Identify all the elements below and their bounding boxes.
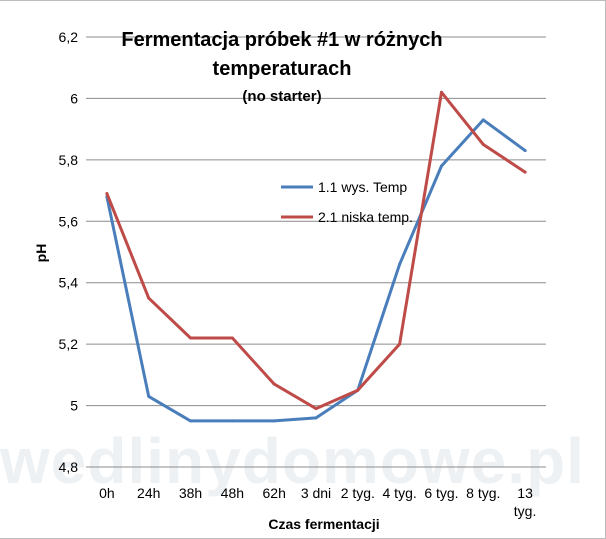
y-tick-label: 6,2 bbox=[59, 29, 79, 45]
data-point bbox=[230, 336, 234, 340]
x-tick-label: 6 tyg. bbox=[424, 485, 458, 501]
data-point bbox=[523, 170, 527, 174]
data-point bbox=[439, 90, 443, 94]
data-point bbox=[314, 416, 318, 420]
series-line-2 bbox=[105, 90, 527, 411]
x-tick-label: 38h bbox=[179, 485, 202, 501]
x-tick-label: 3 dni bbox=[301, 485, 331, 501]
x-tick-label: 2 tyg. bbox=[341, 485, 375, 501]
chart-subtitle: (no starter) bbox=[242, 88, 321, 105]
legend: 1.1 wys. Temp 2.1 niska temp. bbox=[281, 179, 413, 225]
x-tick-label: 62h bbox=[263, 485, 286, 501]
y-tick-label: 5,2 bbox=[59, 336, 79, 352]
x-tick-label: 4 tyg. bbox=[383, 485, 417, 501]
legend-label-series-1: 1.1 wys. Temp bbox=[318, 179, 407, 195]
series-line-1 bbox=[105, 118, 527, 423]
y-axis-label: pH bbox=[33, 244, 49, 263]
data-point bbox=[230, 419, 234, 423]
data-point bbox=[356, 388, 360, 392]
y-tick-labels: 4,8 5 5,2 5,4 5,6 5,8 6 6,2 bbox=[59, 29, 79, 475]
data-point bbox=[481, 118, 485, 122]
x-axis-label: Czas fermentacji bbox=[268, 516, 379, 532]
data-point bbox=[398, 262, 402, 266]
x-tick-label: tyg. bbox=[514, 503, 537, 519]
data-point bbox=[481, 143, 485, 146]
data-point bbox=[439, 164, 443, 168]
data-point bbox=[147, 296, 151, 300]
x-tick-label: 0h bbox=[99, 485, 115, 501]
y-tick-label: 5 bbox=[70, 398, 78, 414]
data-point bbox=[105, 192, 109, 196]
chart-title-line2: temperaturach bbox=[213, 58, 352, 80]
x-tick-labels: 0h 24h 38h 48h 62h 3 dni 2 tyg. 4 tyg. 6 tyg. 8 t… bbox=[99, 485, 536, 519]
data-point bbox=[272, 419, 276, 423]
data-point bbox=[189, 336, 193, 340]
x-tick-label: 8 tyg. bbox=[466, 485, 500, 501]
y-tick-label: 5,4 bbox=[59, 275, 79, 291]
data-point bbox=[272, 382, 276, 386]
data-point bbox=[147, 394, 151, 398]
data-point bbox=[314, 407, 318, 411]
y-tick-label: 5,8 bbox=[59, 152, 79, 168]
watermark: wedlinydomowe.pl bbox=[0, 425, 585, 497]
data-point bbox=[523, 149, 527, 153]
y-tick-label: 5,6 bbox=[59, 213, 79, 229]
data-point bbox=[398, 342, 402, 346]
x-tick-label: 48h bbox=[221, 485, 244, 501]
chart-title: Fermentacja próbek #1 w różnych bbox=[121, 29, 442, 51]
data-point bbox=[189, 419, 193, 423]
y-tick-label: 6 bbox=[70, 90, 78, 106]
x-tick-label: 24h bbox=[137, 485, 160, 501]
y-tick-label: 4,8 bbox=[59, 459, 79, 475]
series-lines bbox=[105, 90, 527, 423]
legend-label-series-2: 2.1 niska temp. bbox=[318, 209, 413, 225]
x-tick-label: 13 bbox=[517, 485, 533, 501]
